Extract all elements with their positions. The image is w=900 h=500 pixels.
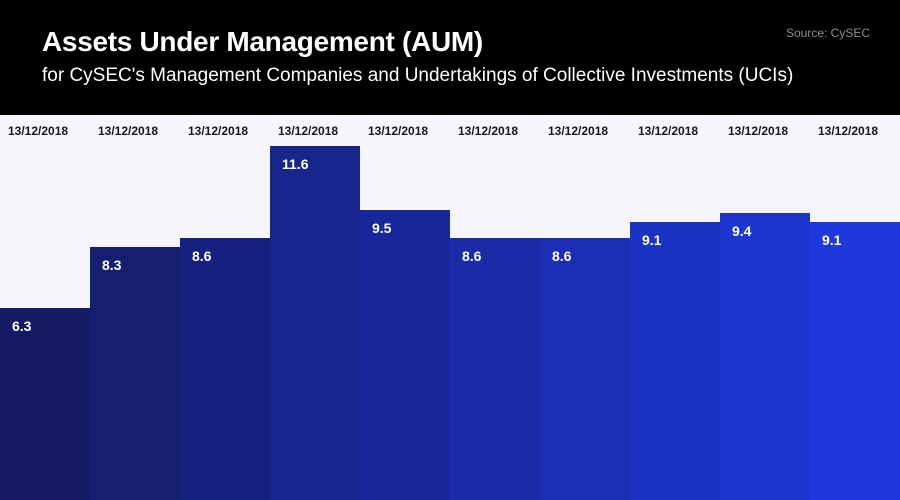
bar-date-label: 13/12/2018 bbox=[458, 124, 519, 138]
bar: 8.6 bbox=[180, 238, 270, 500]
bar-date-label: 13/12/2018 bbox=[728, 124, 789, 138]
bar-value-label: 9.1 bbox=[822, 232, 842, 248]
bar-value-label: 8.6 bbox=[552, 248, 572, 264]
bar: 9.1 bbox=[810, 222, 900, 500]
bar-value-label: 8.6 bbox=[192, 248, 212, 264]
bar: 9.4 bbox=[720, 213, 810, 500]
bar-value-label: 9.1 bbox=[642, 232, 662, 248]
bar-column: 13/12/2018 8.6 bbox=[540, 115, 630, 500]
chart-subtitle: for CySEC's Management Companies and Und… bbox=[42, 65, 794, 87]
bar-value-label: 9.5 bbox=[372, 220, 392, 236]
bar: 8.6 bbox=[450, 238, 540, 500]
bar-date-label: 13/12/2018 bbox=[368, 124, 429, 138]
bar-date-label: 13/12/2018 bbox=[278, 124, 339, 138]
bar-column: 13/12/2018 11.6 bbox=[270, 115, 360, 500]
bar: 9.5 bbox=[360, 210, 450, 500]
bar-column: 13/12/2018 8.3 bbox=[90, 115, 180, 500]
bar-date-label: 13/12/2018 bbox=[188, 124, 249, 138]
bar-value-label: 8.6 bbox=[462, 248, 482, 264]
bar-value-label: 6.3 bbox=[12, 318, 32, 334]
bar: 8.3 bbox=[90, 247, 180, 500]
bar: 6.3 bbox=[0, 308, 90, 500]
bar-column: 13/12/2018 8.6 bbox=[450, 115, 540, 500]
bar-value-label: 9.4 bbox=[732, 223, 752, 239]
bar-column: 13/12/2018 9.1 bbox=[810, 115, 900, 500]
bar-date-label: 13/12/2018 bbox=[8, 124, 69, 138]
chart-header: Source: CySEC Assets Under Management (A… bbox=[0, 0, 900, 115]
bar-column: 13/12/2018 9.1 bbox=[630, 115, 720, 500]
bar: 9.1 bbox=[630, 222, 720, 500]
bar-column: 13/12/2018 9.5 bbox=[360, 115, 450, 500]
bar-value-label: 11.6 bbox=[282, 156, 309, 172]
bar: 11.6 bbox=[270, 146, 360, 500]
bar-column: 13/12/2018 6.3 bbox=[0, 115, 90, 500]
chart-title: Assets Under Management (AUM) bbox=[42, 26, 483, 57]
bar: 8.6 bbox=[540, 238, 630, 500]
bar-chart: 13/12/2018 6.3 13/12/2018 8.3 13/12/2018… bbox=[0, 115, 900, 500]
bar-column: 13/12/2018 9.4 bbox=[720, 115, 810, 500]
bar-column: 13/12/2018 8.6 bbox=[180, 115, 270, 500]
bar-date-label: 13/12/2018 bbox=[638, 124, 699, 138]
bar-date-label: 13/12/2018 bbox=[548, 124, 609, 138]
source-label: Source: CySEC bbox=[785, 26, 870, 40]
bar-date-label: 13/12/2018 bbox=[98, 124, 159, 138]
bar-value-label: 8.3 bbox=[102, 257, 122, 273]
bar-date-label: 13/12/2018 bbox=[818, 124, 879, 138]
